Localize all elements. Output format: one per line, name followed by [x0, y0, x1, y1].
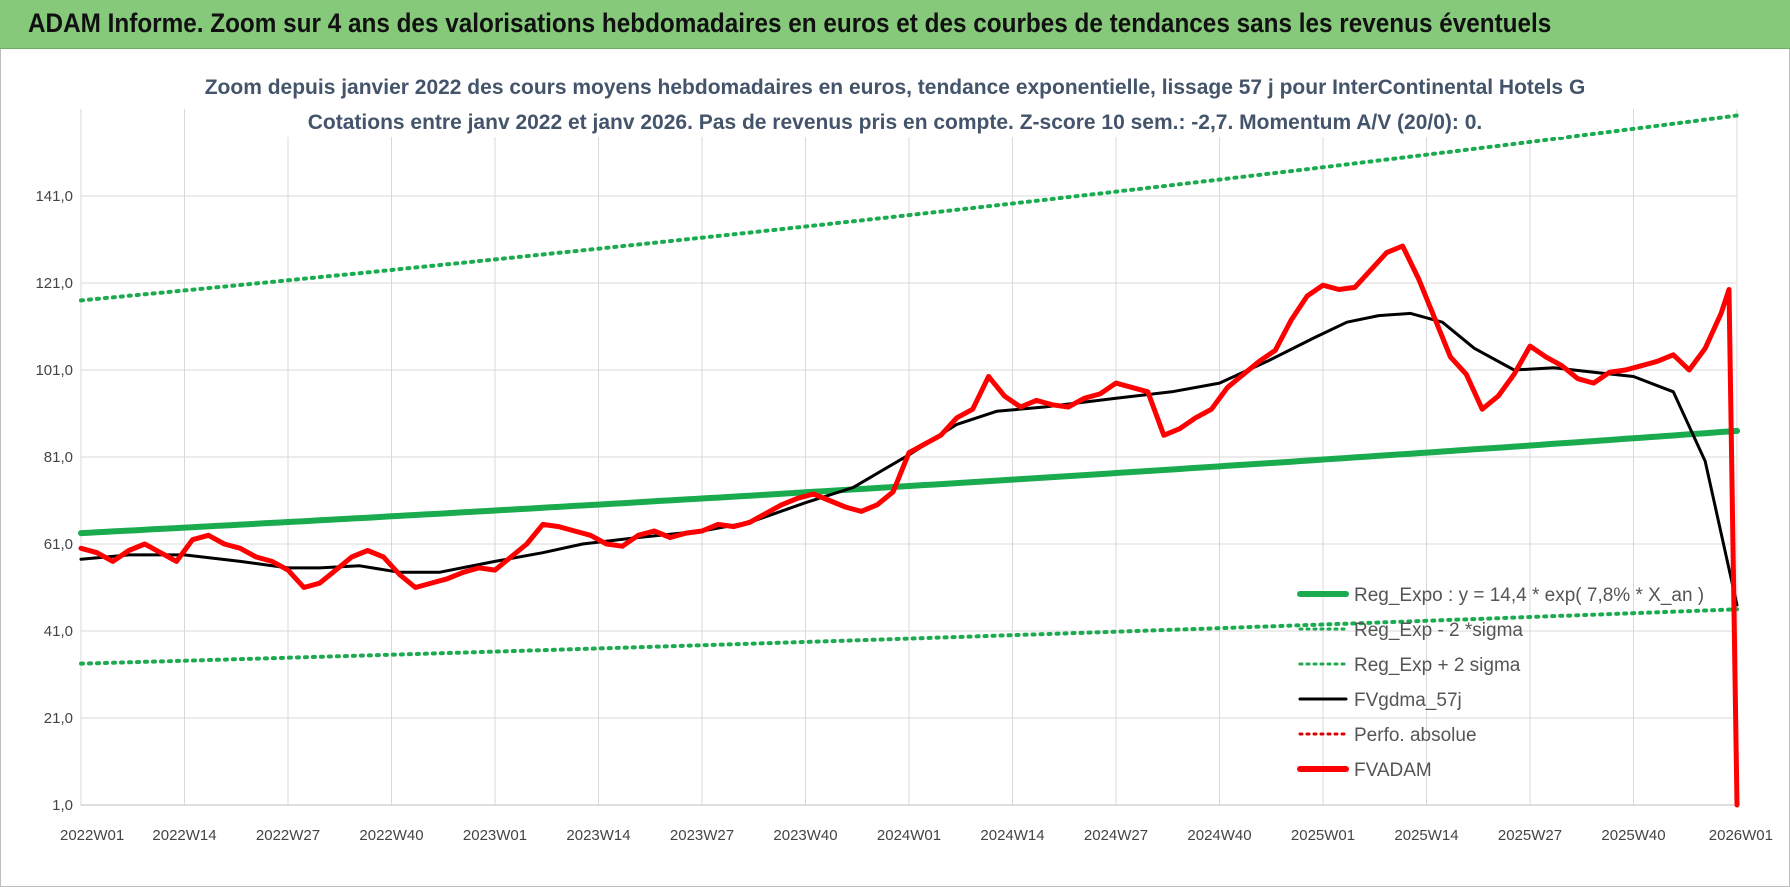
y-tick-label: 81,0 — [44, 449, 73, 466]
legend: Reg_Expo : y = 14,4 * exp( 7,8% * X_an )… — [1297, 585, 1704, 781]
x-tick-label: 2025W01 — [1291, 827, 1355, 844]
x-tick-label: 2026W01 — [1709, 827, 1773, 844]
x-tick-label: 2023W01 — [463, 827, 527, 844]
legend-label: Reg_Expo : y = 14,4 * exp( 7,8% * X_an ) — [1354, 585, 1704, 606]
chart-title: Zoom depuis janvier 2022 des cours moyen… — [205, 67, 1586, 137]
x-tick-label: 2023W27 — [670, 827, 734, 844]
moving-average-line — [79, 311, 1739, 607]
x-tick-label: 2022W27 — [256, 827, 320, 844]
grid — [80, 109, 1738, 806]
x-tick-label: 2024W14 — [980, 827, 1044, 844]
legend-label: FVADAM — [1354, 760, 1432, 781]
legend-label: FVgdma_57j — [1354, 690, 1462, 711]
x-tick-label: 2022W01 — [60, 827, 124, 844]
upper-band-line — [79, 113, 1739, 303]
y-axis: 1,0 21,0 41,0 61,0 81,0 101,0 121,0 141,0 — [35, 188, 73, 814]
fvadam-line — [78, 243, 1740, 808]
y-tick-label: 21,0 — [44, 710, 73, 727]
report-banner: ADAM Informe. Zoom sur 4 ans des valoris… — [0, 0, 1790, 49]
legend-item-fvadam: FVADAM — [1297, 760, 1432, 781]
y-tick-label: 61,0 — [44, 536, 73, 553]
title-background — [225, 67, 1565, 137]
x-tick-label: 2022W14 — [152, 827, 216, 844]
x-tick-label: 2024W40 — [1187, 827, 1251, 844]
legend-item-moving-average: FVgdma_57j — [1298, 690, 1462, 711]
legend-item-regression: Reg_Expo : y = 14,4 * exp( 7,8% * X_an ) — [1297, 585, 1704, 606]
x-tick-label: 2024W27 — [1084, 827, 1148, 844]
x-tick-label: 2023W14 — [566, 827, 630, 844]
legend-item-upper-band: Reg_Exp + 2 sigma — [1298, 655, 1521, 676]
series-layer — [78, 113, 1740, 808]
y-tick-label: 101,0 — [35, 362, 73, 379]
x-tick-label: 2025W14 — [1394, 827, 1458, 844]
x-tick-label: 2022W40 — [359, 827, 423, 844]
y-tick-label: 41,0 — [44, 623, 73, 640]
legend-label: Reg_Exp - 2 *sigma — [1354, 620, 1523, 641]
banner-title: ADAM Informe. Zoom sur 4 ans des valoris… — [28, 8, 1552, 38]
legend-item-perfo: Perfo. absolue — [1298, 725, 1477, 746]
chart-title-line-2: Cotations entre janv 2022 et janv 2026. … — [308, 111, 1482, 134]
x-tick-label: 2025W40 — [1601, 827, 1665, 844]
x-tick-label: 2025W27 — [1498, 827, 1562, 844]
legend-label: Perfo. absolue — [1354, 725, 1477, 746]
y-tick-label: 141,0 — [35, 188, 73, 205]
y-tick-label: 1,0 — [52, 797, 73, 814]
x-axis: 2022W01 2022W14 2022W27 2022W40 2023W01 2023W… — [60, 827, 1773, 844]
chart-title-line-1: Zoom depuis janvier 2022 des cours moyen… — [205, 76, 1586, 99]
legend-label: Reg_Exp + 2 sigma — [1354, 655, 1521, 676]
legend-item-lower-band: Reg_Exp - 2 *sigma — [1298, 620, 1523, 641]
y-tick-label: 121,0 — [35, 275, 73, 292]
x-tick-label: 2024W01 — [877, 827, 941, 844]
x-tick-label: 2023W40 — [773, 827, 837, 844]
regression-line — [78, 427, 1740, 537]
